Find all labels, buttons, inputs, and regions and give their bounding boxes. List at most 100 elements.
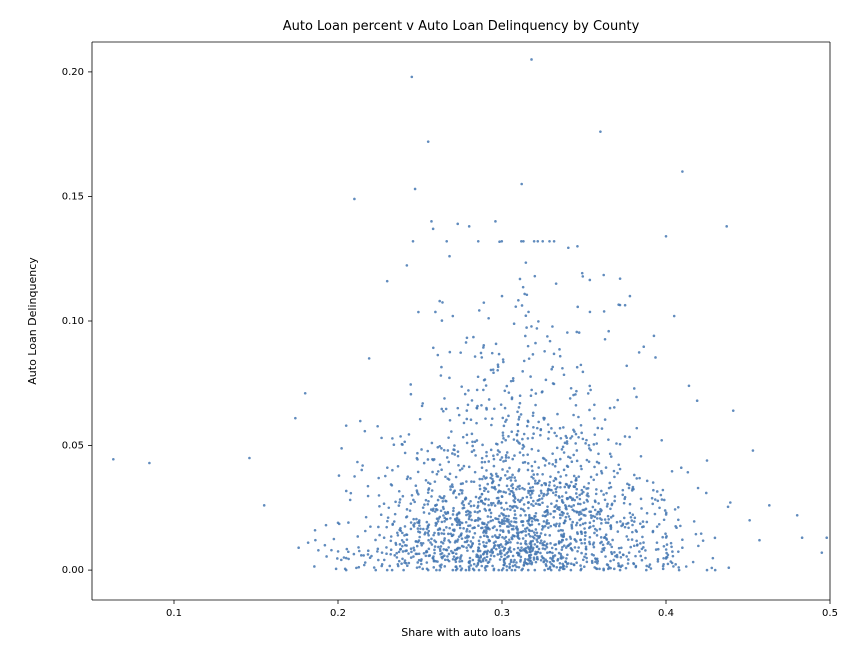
data-point [563,486,566,489]
data-point [605,533,608,536]
data-point [413,549,416,552]
data-point [625,535,628,538]
data-point [345,424,348,427]
data-point [559,566,562,569]
data-point [468,530,471,533]
data-point [663,499,666,502]
data-point [627,538,630,541]
data-point [674,563,677,566]
data-point [513,454,516,457]
data-point [442,500,445,503]
data-point [662,563,665,566]
data-point [519,559,522,562]
data-point [437,546,440,549]
data-point [555,282,558,285]
data-point [521,370,524,373]
data-point [426,450,429,453]
data-point [417,311,420,314]
data-point [452,558,455,561]
data-point [672,555,675,558]
data-point [469,557,472,560]
data-point [622,489,625,492]
data-point [405,549,408,552]
data-point [540,492,543,495]
data-point [577,416,580,419]
data-point [529,487,532,490]
data-point [488,398,491,401]
data-point [453,489,456,492]
data-point [555,566,558,569]
data-point [633,520,636,523]
data-point [482,344,485,347]
data-point [473,569,476,572]
data-point [412,499,415,502]
data-point [526,520,529,523]
data-point [477,375,480,378]
data-point [498,484,501,487]
data-point [585,439,588,442]
data-point [536,531,539,534]
data-point [434,524,437,527]
data-point [636,543,639,546]
data-point [440,366,443,369]
data-point [383,536,386,539]
data-point [452,569,455,572]
data-point [496,529,499,532]
data-point [511,569,514,572]
data-point [570,481,573,484]
data-point [535,519,538,522]
data-point [496,475,499,478]
data-point [605,521,608,524]
data-point [551,558,554,561]
data-point [589,521,592,524]
data-point [548,551,551,554]
data-point [506,508,509,511]
data-point [484,461,487,464]
data-point [468,466,471,469]
data-point [821,551,824,554]
data-point [559,557,562,560]
data-point [589,311,592,314]
data-point [631,538,634,541]
data-point [559,517,562,520]
data-point [520,569,523,572]
data-point [367,495,370,498]
data-point [463,422,466,425]
data-point [397,565,400,568]
data-point [622,553,625,556]
data-point [547,492,550,495]
data-point [440,532,443,535]
data-point [465,511,468,514]
data-point [564,519,567,522]
data-point [663,518,666,521]
data-point [702,539,705,542]
data-point [559,486,562,489]
data-point [465,480,468,483]
data-point [481,461,484,464]
data-point [425,499,428,502]
data-point [593,433,596,436]
data-point [455,496,458,499]
data-point [521,438,524,441]
data-point [532,477,535,480]
data-point [478,543,481,546]
data-point [533,556,536,559]
data-point [516,423,519,426]
data-point [609,567,612,570]
data-point [398,501,401,504]
data-point [576,449,579,452]
data-point [495,517,498,520]
data-point [373,566,376,569]
data-point [520,546,523,549]
data-point [593,417,596,420]
data-point [517,554,520,557]
data-point [678,569,681,572]
data-point [510,561,513,564]
data-point [567,246,570,249]
data-point [566,562,569,565]
data-point [452,513,455,516]
data-point [602,543,605,546]
data-point [558,541,561,544]
data-point [502,514,505,517]
data-point [714,569,717,572]
